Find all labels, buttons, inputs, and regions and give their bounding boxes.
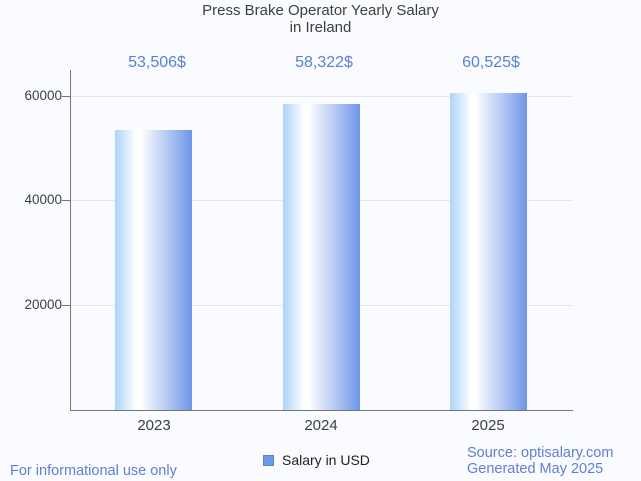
legend-swatch-icon	[263, 454, 274, 466]
x-axis-category-label: 2024	[304, 417, 338, 434]
y-axis-tick	[62, 200, 70, 201]
bar-value-label: 58,322$	[295, 54, 353, 71]
chart-title-line2: in Ireland	[289, 18, 352, 36]
y-axis-tick-label: 40000	[24, 192, 62, 207]
bar-2023[interactable]	[115, 130, 192, 410]
y-axis-tick-label: 20000	[24, 297, 62, 312]
y-axis-tick	[62, 305, 70, 306]
generated-text: Generated May 2025	[467, 460, 604, 477]
y-axis-tick	[62, 96, 70, 97]
source-text: Source: optisalary.com	[467, 445, 614, 461]
disclaimer-text: For informational use only	[10, 463, 177, 479]
source-block: Source: optisalary.com Generated May 202…	[467, 445, 614, 477]
legend-label: Salary in USD	[282, 452, 370, 468]
bar-2024[interactable]	[283, 104, 360, 410]
y-axis-tick-label: 60000	[24, 88, 62, 103]
legend-item-salary[interactable]: Salary in USD	[263, 452, 370, 468]
bar-value-label: 60,525$	[462, 54, 520, 71]
gridline	[71, 96, 572, 97]
chart-title-line1: Press Brake Operator Yearly Salary	[202, 2, 439, 19]
x-axis-category-label: 2023	[137, 417, 171, 434]
chart-title: Press Brake Operator Yearly Salary in Ir…	[0, 2, 641, 36]
y-axis-line	[70, 70, 71, 411]
x-axis-category-label: 2025	[471, 417, 505, 434]
bar-2025[interactable]	[450, 93, 527, 410]
bar-value-label: 53,506$	[128, 54, 186, 71]
x-axis-line	[70, 410, 573, 411]
